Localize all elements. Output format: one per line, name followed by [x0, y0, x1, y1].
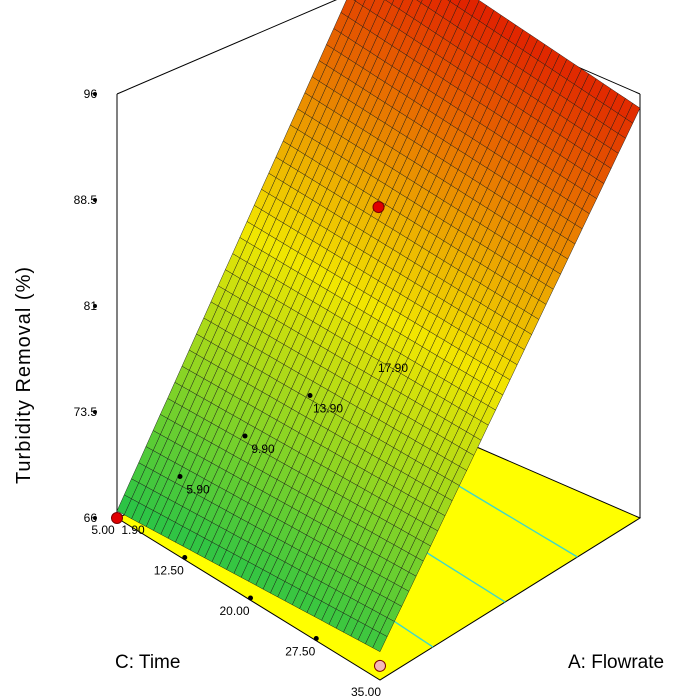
flowrate-tick-mark: [307, 393, 313, 398]
design-points: [111, 201, 386, 672]
z-tick-label: 73.5: [74, 405, 98, 419]
flowrate-tick-mark: [177, 474, 183, 479]
z-tick-label: 81: [84, 299, 98, 313]
z-tick-mark: [93, 516, 97, 520]
z-tick-mark: [93, 198, 97, 202]
time-tick-label: 12.50: [154, 564, 184, 578]
flowrate-tick-label: 1.90: [121, 523, 145, 537]
flowrate-tick-label: 9.90: [251, 442, 275, 456]
axis-ticks: 66 73.5 81 88.5 96 5.00 12.50 20.00 27.50 35.00 1.…: [74, 87, 409, 696]
time-tick-label: 27.50: [285, 645, 315, 659]
z-tick-mark: [93, 410, 97, 414]
time-tick-label: 5.00: [91, 523, 115, 537]
surface-cell: [372, 632, 388, 653]
time-tick-mark: [313, 636, 319, 641]
time-tick-mark: [248, 595, 253, 601]
z-tick-label: 96: [84, 87, 98, 101]
z-tick-mark: [93, 92, 97, 96]
time-tick-mark: [182, 555, 188, 560]
time-tick-label: 35.00: [351, 685, 381, 696]
z-tick-label: 88.5: [74, 193, 98, 207]
time-axis-title: C: Time: [115, 652, 180, 673]
design-point: [111, 512, 123, 524]
z-axis-title: Turbidity Removal (%): [13, 266, 35, 484]
flowrate-axis-title: A: Flowrate: [568, 652, 664, 673]
response-surface: [116, 0, 641, 653]
flowrate-tick-label: 13.90: [313, 402, 343, 416]
flowrate-tick-mark: [242, 433, 248, 439]
flowrate-tick-label: 5.90: [186, 483, 210, 497]
design-point: [374, 659, 386, 672]
design-point: [372, 201, 385, 214]
top-left-edge: [116, 0, 338, 95]
time-tick-label: 20.00: [219, 604, 249, 618]
z-tick-mark: [93, 304, 97, 308]
z-tick-label: 66: [84, 511, 98, 525]
flowrate-tick-label: 17.90: [378, 361, 408, 375]
